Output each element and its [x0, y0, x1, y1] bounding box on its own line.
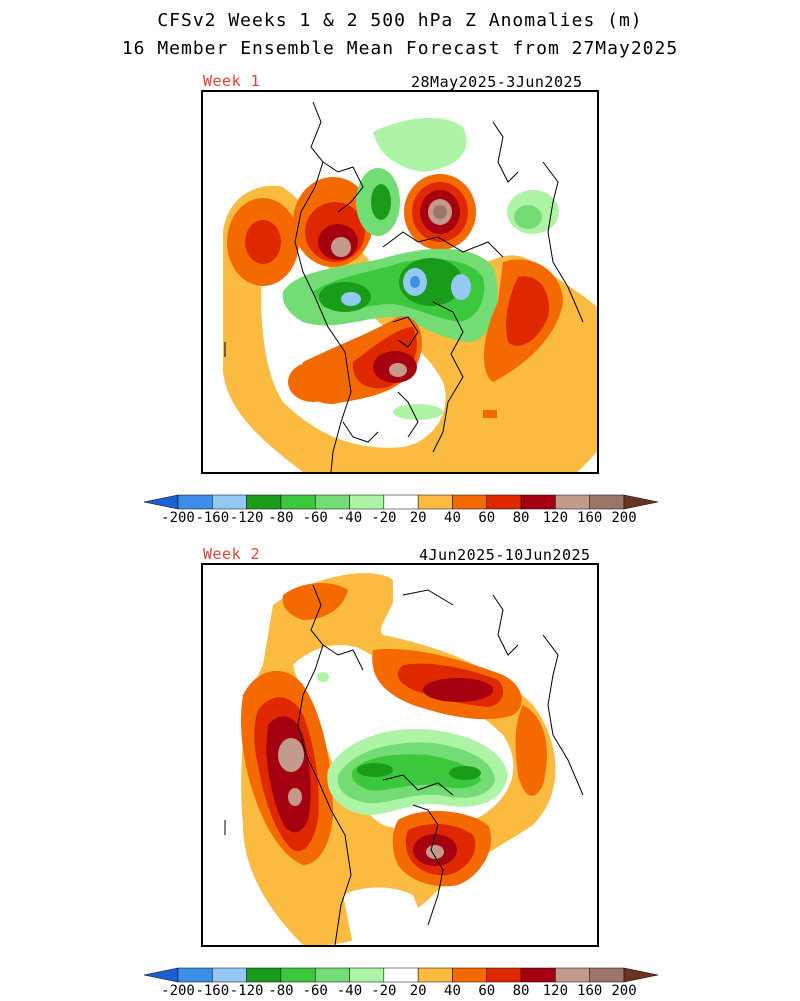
week2-colorbar-tick-label: 160 — [577, 983, 603, 999]
week2-colorbar-cell-5 — [314, 967, 350, 983]
week1-colorbar-cell-9 — [452, 494, 488, 510]
week2-colorbar-tick-label: 200 — [611, 983, 637, 999]
week2-colorbar-cell-6 — [349, 967, 385, 983]
week1-colorbar-tick-label: 20 — [409, 510, 427, 526]
week2-colorbar — [144, 967, 658, 983]
week1-colorbar-cell-1 — [177, 494, 213, 510]
week1-colorbar-cell-8 — [417, 494, 453, 510]
week1-anomaly-field — [223, 92, 597, 472]
week2-colorbar-tick-label: -160 — [195, 983, 230, 999]
week1-colorbar-tick-label: -120 — [229, 510, 264, 526]
week1-colorbar-tick-label: -80 — [268, 510, 294, 526]
week2-colorbar-tick-label: 20 — [409, 983, 427, 999]
week2-colorbar-tick-label: -200 — [161, 983, 195, 999]
week1-colorbar-tick-label: 40 — [444, 510, 461, 526]
week2-colorbar-tick-label: 60 — [478, 983, 496, 999]
week1-colorbar-cell-3 — [246, 494, 282, 510]
week2-colorbar-cell-13 — [589, 967, 625, 983]
week2-label: Week 2 — [203, 545, 261, 563]
week2-colorbar-tick-label: -40 — [336, 983, 363, 999]
week1-colorbar-tick-label: -200 — [161, 510, 195, 526]
week1-colorbar-tick-label: 120 — [542, 510, 569, 526]
week2-map — [201, 563, 599, 947]
week1-colorbar-cell-10 — [486, 494, 522, 510]
week2-colorbar-cell-3 — [246, 967, 282, 983]
figure-title-line-1: CFSv2 Weeks 1 & 2 500 hPa Z Anomalies (m… — [157, 10, 643, 31]
week1-map — [201, 90, 599, 474]
week2-colorbar-tick-label: -60 — [302, 983, 328, 999]
week2-colorbar-tick-label: 80 — [512, 983, 530, 999]
week1-colorbar-cell-11 — [520, 494, 556, 510]
week1-colorbar-cell-13 — [589, 494, 625, 510]
week2-coastlines — [224, 584, 584, 945]
week1-colorbar-tick-label: -160 — [195, 510, 230, 526]
week1-colorbar-tick-label: -60 — [302, 510, 328, 526]
week2-colorbar-cell-4 — [280, 967, 316, 983]
week1-colorbar-labels: -200 -160 -120 -80 -60 -40 -20 20 40 60 80 120 160 20… — [144, 510, 658, 528]
week2-colorbar-cell-12 — [555, 967, 590, 983]
week2-colorbar-cell-2 — [212, 967, 247, 983]
week1-colorbar-tick-label: 160 — [577, 510, 603, 526]
week1-colorbar-tick-label: 80 — [512, 510, 530, 526]
week1-label: Week 1 — [203, 72, 261, 90]
week1-colorbar-tick-label: 200 — [611, 510, 637, 526]
week2-colorbar-cell-7 — [383, 967, 419, 983]
week1-colorbar-tick-label: -20 — [371, 510, 397, 526]
week1-colorbar-cell-0 — [144, 494, 179, 510]
week1-colorbar-cell-14 — [623, 494, 658, 510]
week1-coastlines — [224, 101, 584, 472]
week1-colorbar-tick-label: 60 — [478, 510, 496, 526]
week1-colorbar-cell-12 — [555, 494, 590, 510]
week1-colorbar-cell-6 — [349, 494, 385, 510]
week1-colorbar-cell-4 — [280, 494, 316, 510]
week1-colorbar — [144, 494, 658, 510]
week2-colorbar-labels: -200 -160 -120 -80 -60 -40 -20 20 40 60 80 120 160 20… — [144, 983, 658, 1001]
week1-colorbar-cell-5 — [314, 494, 350, 510]
week2-colorbar-cell-14 — [623, 967, 658, 983]
week1-date-range: 28May2025-3Jun2025 — [411, 73, 583, 91]
week2-colorbar-tick-label: 120 — [542, 983, 569, 999]
week1-colorbar-cell-7 — [383, 494, 419, 510]
week1-colorbar-tick-label: -40 — [336, 510, 363, 526]
week2-colorbar-tick-label: -20 — [371, 983, 397, 999]
week2-colorbar-tick-label: -80 — [268, 983, 294, 999]
week2-colorbar-cell-9 — [452, 967, 488, 983]
week2-colorbar-cell-10 — [486, 967, 522, 983]
week2-colorbar-cell-11 — [520, 967, 556, 983]
week2-colorbar-cell-8 — [417, 967, 453, 983]
week1-colorbar-cell-2 — [212, 494, 247, 510]
week2-colorbar-tick-label: -120 — [229, 983, 264, 999]
week2-date-range: 4Jun2025-10Jun2025 — [419, 546, 591, 564]
figure-title-line-2: 16 Member Ensemble Mean Forecast from 27… — [121, 38, 679, 59]
week2-colorbar-cell-1 — [177, 967, 213, 983]
week2-anomaly-field — [240, 565, 597, 945]
week2-colorbar-cell-0 — [144, 967, 179, 983]
week2-colorbar-tick-label: 40 — [444, 983, 461, 999]
